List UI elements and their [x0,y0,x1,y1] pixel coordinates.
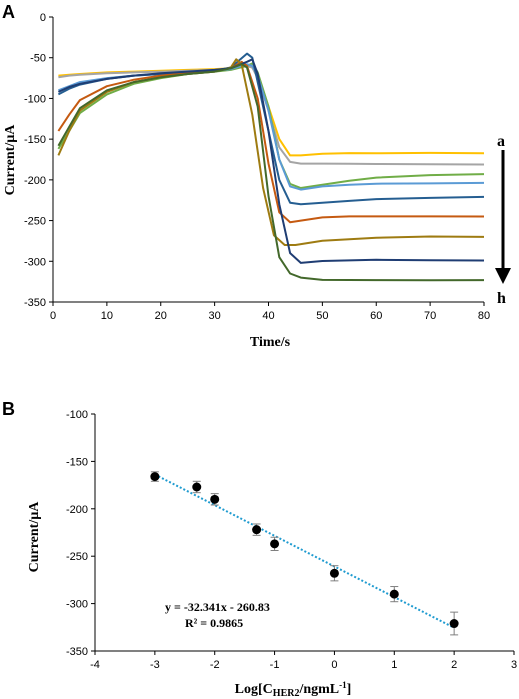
x-title-suffix: ] [347,682,352,697]
data-point [252,525,262,535]
panel-a-series-group [57,52,485,282]
panel-a-series-line-6 [57,60,485,224]
panel-b-x-tick-label: -4 [90,659,100,671]
panel-a-x-tick-label: 20 [155,310,167,322]
panel-a-x-tick-label: 30 [209,310,221,322]
x-title-mid: /ngmL [298,682,339,697]
panel-a-letter: A [2,2,15,22]
panel-a-y-tick-label: 0 [40,12,46,24]
panel-b-y-tick-label: -200 [66,504,88,516]
data-point [150,472,160,482]
panel-a-x-tick-label: 10 [101,310,113,322]
panel-a-x-tick-label: 60 [370,310,382,322]
panel-b: B Current/µA Log[CHER2/ngmL-1] -4 -3 -2 -1 0… [2,399,517,699]
panel-b-y-tick-label: -100 [66,409,88,421]
panel-a-y-tick-label: -100 [24,93,46,105]
data-point [192,482,202,492]
x-title-superscript: -1 [339,680,347,690]
panel-b-plot-group [150,471,459,636]
panel-a-y-tick-label: -50 [30,53,46,65]
panel-b-x-tick-label: 0 [331,659,337,671]
panel-b-letter: B [2,399,15,419]
data-point [329,568,339,578]
panel-a-x-tick-label: 40 [262,310,274,322]
panel-a-series-line-8 [57,58,485,264]
panel-a-series-line-3 [57,62,485,189]
x-title-prefix: Log[C [235,682,273,697]
data-point [210,494,220,504]
direction-arrow [495,150,511,284]
trendline [154,473,455,629]
panel-a-y-tick-label: -250 [24,216,46,228]
x-title-subscript: HER2 [273,688,300,699]
r-squared: R² = 0.9865 [185,616,243,630]
arrow-label-bottom: h [497,290,506,307]
arrow-head [495,268,511,284]
panel-a-y-tick-label: -300 [24,256,46,268]
panel-a-x-tick-label: 80 [478,310,490,322]
panel-b-y-tick-label: -300 [66,599,88,611]
panel-b-y-axis-title: Current/µA [27,501,42,573]
panel-a-y-tick-label: -150 [24,134,46,146]
data-point [449,619,459,629]
panel-b-axes: -4 -3 -2 -1 0 1 2 3 -100 -150 -200 -250 -300 -350 [66,409,517,671]
panel-a-x-tick-label: 0 [50,310,56,322]
arrow-label-top: a [497,133,505,150]
data-point [389,589,399,599]
panel-b-x-tick-label: 2 [451,659,457,671]
panel-b-x-tick-label: 1 [391,659,397,671]
panel-a-x-tick-label: 70 [424,310,436,322]
data-point [270,539,280,549]
panel-b-x-tick-label: -1 [270,659,280,671]
panel-a-x-axis-title: Time/s [250,335,291,350]
panel-a-y-tick-label: -350 [24,297,46,309]
panel-b-x-tick-label: -2 [210,659,220,671]
panel-a-y-axis-title: Current/µA [3,124,18,196]
panel-a: A Current/µA Time/s 0 10 20 30 40 50 60 70 80 0 -5… [2,2,511,350]
panel-b-x-axis-title: Log[CHER2/ngmL-1] [235,680,352,699]
panel-b-x-tick-label: 3 [511,659,517,671]
panel-b-x-tick-label: -3 [150,659,160,671]
panel-a-y-tick-label: -200 [24,175,46,187]
panel-a-series-line-9 [57,63,485,282]
panel-b-y-tick-label: -150 [66,456,88,468]
panel-b-y-tick-label: -350 [66,646,88,658]
panel-a-axes: 0 10 20 30 40 50 60 70 80 0 -50 -100 -150 -200 -250 -30… [24,12,490,322]
regression-equation: y = -32.341x - 260.83 [165,600,270,614]
panel-b-y-tick-label: -250 [66,551,88,563]
panel-a-x-tick-label: 50 [316,310,328,322]
